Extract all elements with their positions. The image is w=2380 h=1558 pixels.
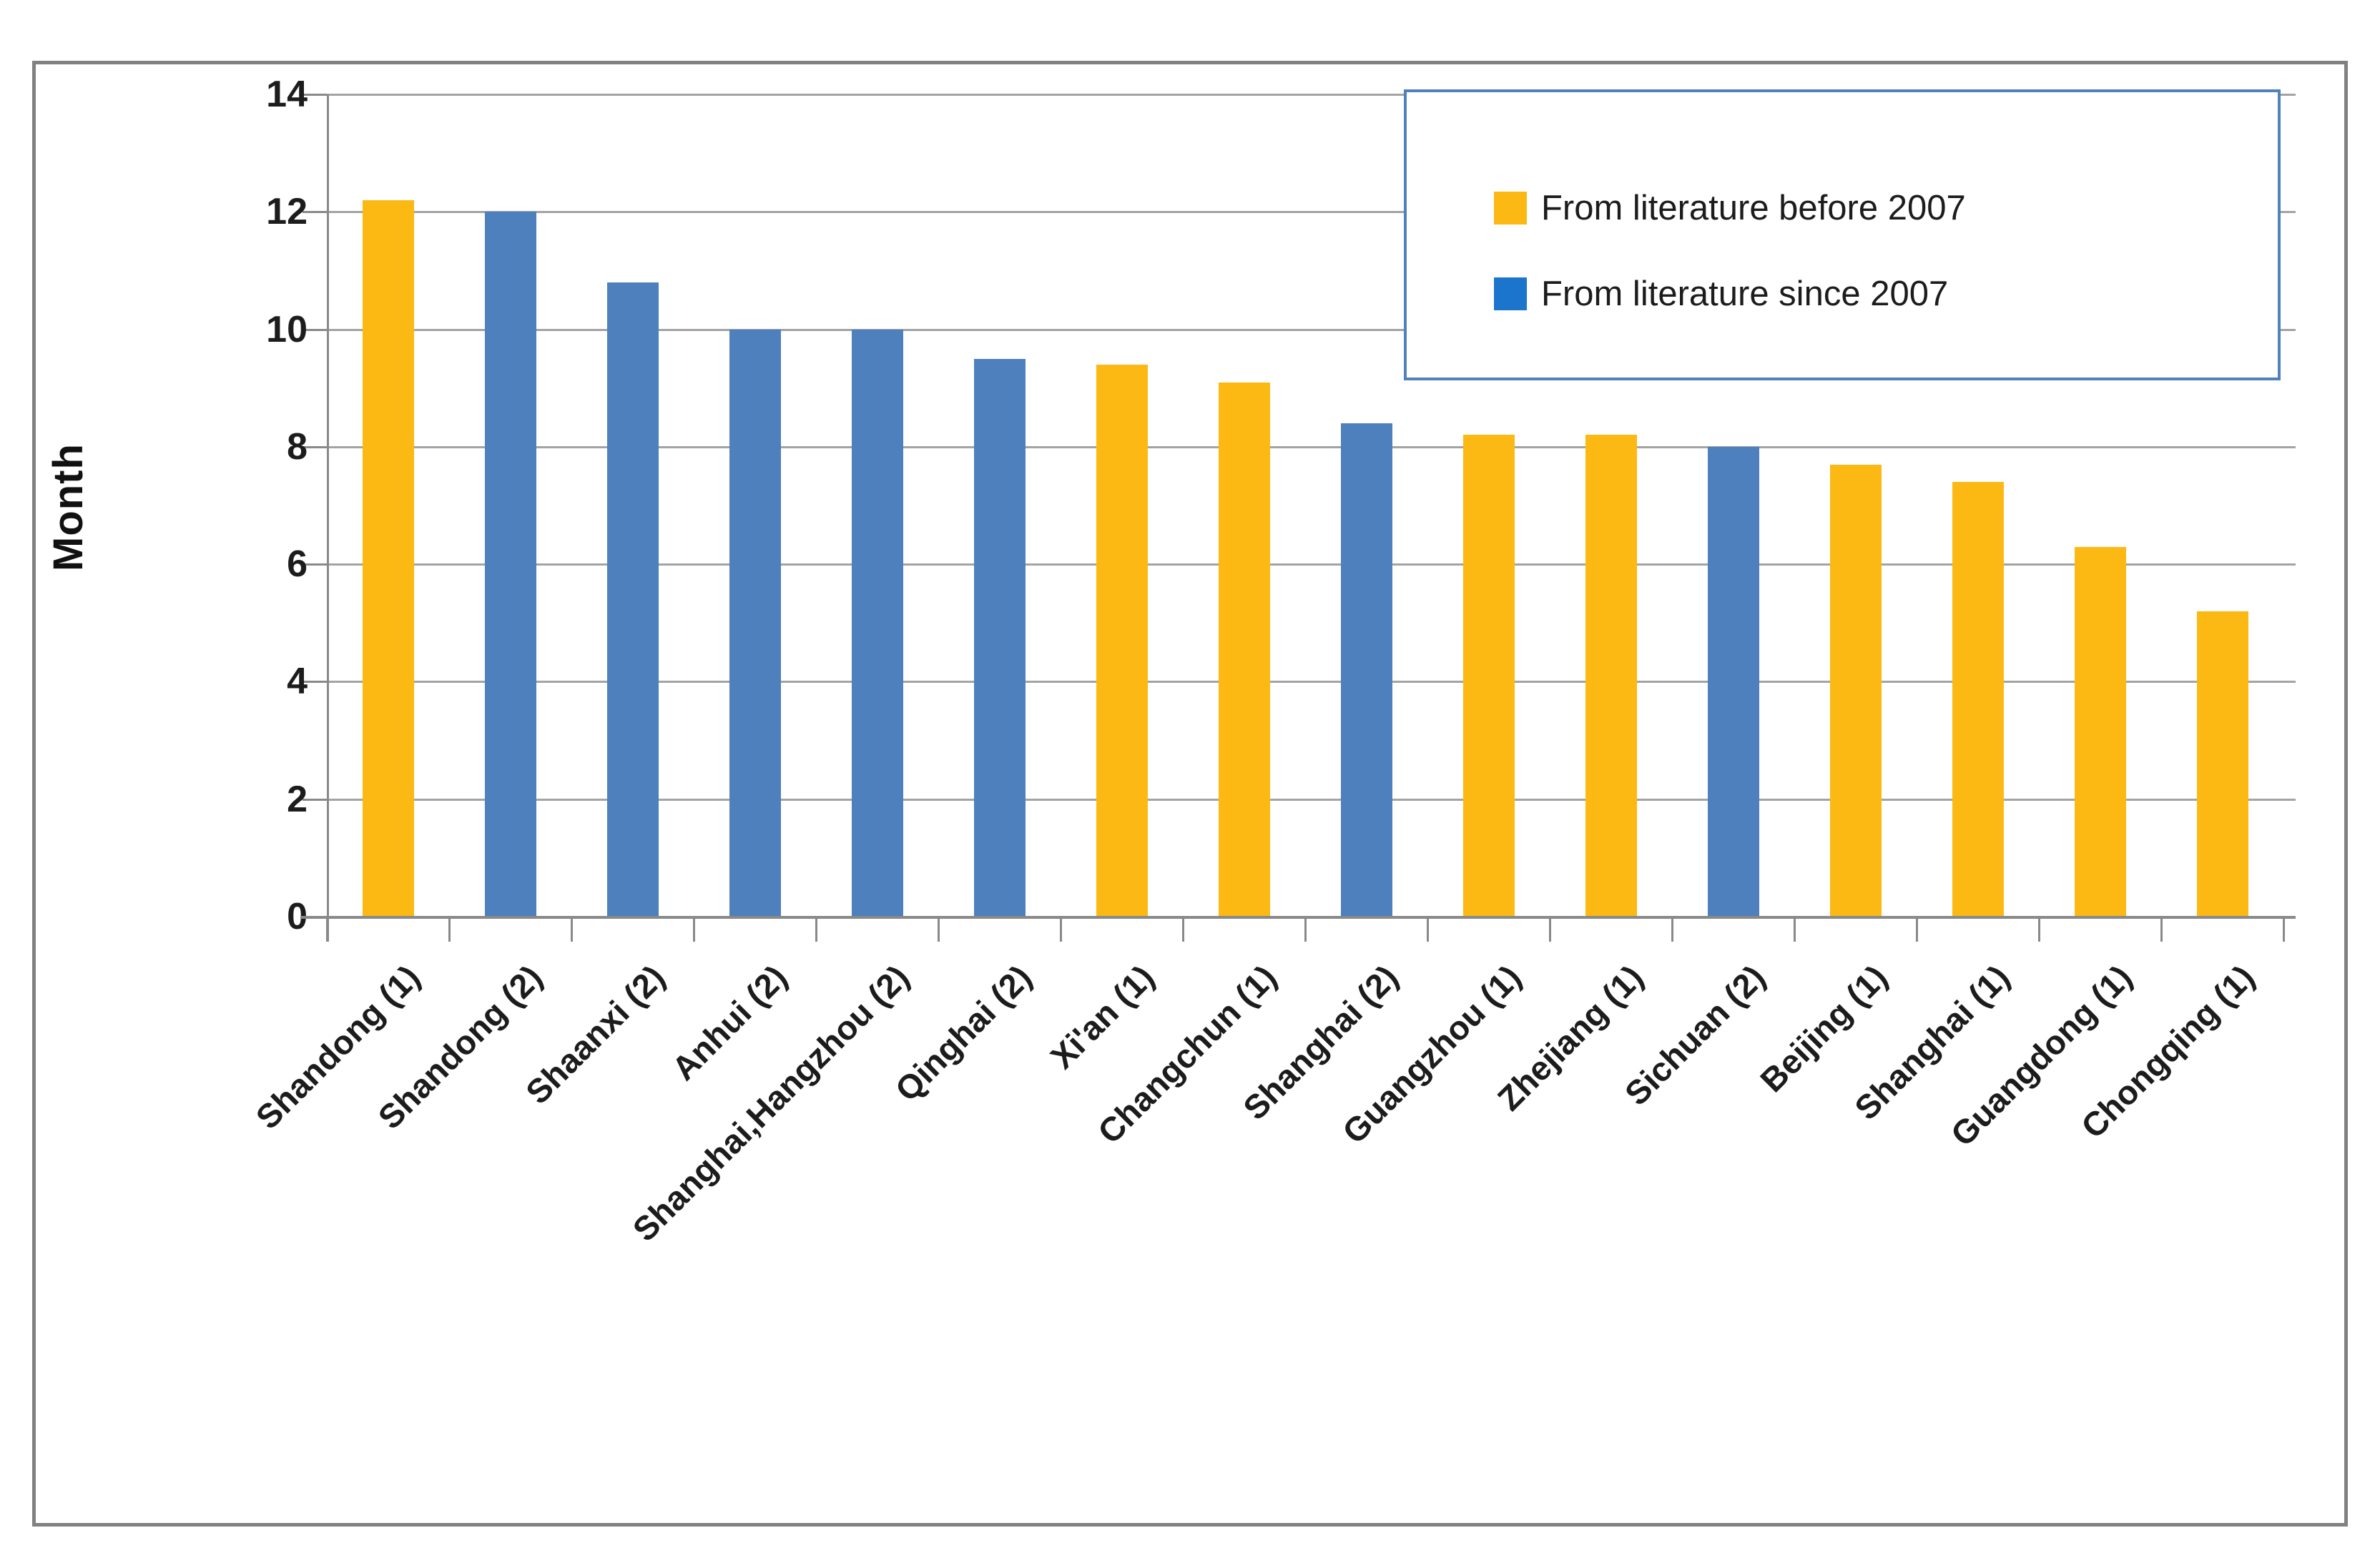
bar-qinghai-2- [973,358,1026,917]
bar-chongqing-1- [2196,611,2248,917]
x-axis-tick-12 [1794,917,1796,942]
gridline-y-14 [327,94,2296,96]
gridline-y-4 [327,681,2296,684]
x-axis-tick-2 [571,917,573,942]
bar-shanghai-2- [1340,423,1392,917]
legend-entry-since-2007: From literature since 2007 [1494,274,1948,314]
y-tick-label-10: 10 [266,308,308,350]
x-axis-tick-8 [1304,917,1307,942]
legend-swatch-since-2007-icon [1494,277,1527,310]
legend-entry-before-2007: From literature before 2007 [1494,188,1966,228]
bar-shanghai-1- [1952,482,2004,917]
gridline-y-8 [327,445,2296,448]
gridline-y-6 [327,563,2296,566]
y-tick-4 [303,681,327,684]
y-tick-label-2: 2 [287,778,308,820]
bar-shanghai-hangzhou-2- [851,329,903,917]
bar-shandong-1- [362,199,414,917]
y-tick-12 [303,211,327,214]
x-axis-tick-3 [693,917,695,942]
bar-guangzhou-1- [1462,435,1515,917]
x-axis-tick-0 [326,917,328,942]
y-axis-title: Month [45,443,92,572]
legend-label-since-2007: From literature since 2007 [1541,275,1949,313]
bar-xi-an-1- [1096,364,1148,917]
gridline-y-10 [327,328,2296,331]
bar-zhejiang-1- [1585,435,1637,917]
bar-shaanxi-2- [606,282,659,917]
x-axis-tick-4 [815,917,817,942]
x-axis-tick-15 [2160,917,2163,942]
y-tick-label-14: 14 [266,74,308,115]
y-tick-label-6: 6 [287,543,308,586]
x-axis-tick-7 [1182,917,1184,942]
legend-box: From literature before 2007 From literat… [1404,89,2281,380]
bar-shandong-2- [484,212,536,917]
y-tick-14 [303,94,327,96]
y-axis-line [327,94,329,942]
bar-changchun-1- [1218,382,1270,917]
x-axis-tick-6 [1060,917,1062,942]
legend-swatch-before-2007-icon [1494,192,1527,225]
y-tick-8 [303,445,327,448]
x-axis-tick-5 [938,917,940,942]
bar-sichuan-2- [1707,446,1759,917]
x-axis-tick-10 [1549,917,1551,942]
y-tick-label-12: 12 [266,191,308,233]
bar-anhui-2- [729,329,781,917]
bar-guangdong-1- [2074,546,2126,917]
x-axis-tick-11 [1671,917,1673,942]
bar-beijing-1- [1829,464,1882,917]
x-axis-tick-1 [448,917,451,942]
gridline-y-2 [327,798,2296,801]
x-axis-tick-13 [1916,917,1918,942]
y-tick-2 [303,798,327,801]
legend-label-before-2007: From literature before 2007 [1541,189,1966,227]
x-axis-tick-14 [2038,917,2040,942]
y-tick-10 [303,328,327,331]
y-tick-6 [303,563,327,566]
y-tick-label-4: 4 [287,661,308,703]
x-axis-tick-16 [2283,917,2285,942]
y-tick-label-0: 0 [287,896,308,937]
x-axis-line [300,916,2296,919]
y-tick-label-8: 8 [287,425,308,468]
x-axis-tick-9 [1427,917,1429,942]
gridline-y-12 [327,211,2296,214]
